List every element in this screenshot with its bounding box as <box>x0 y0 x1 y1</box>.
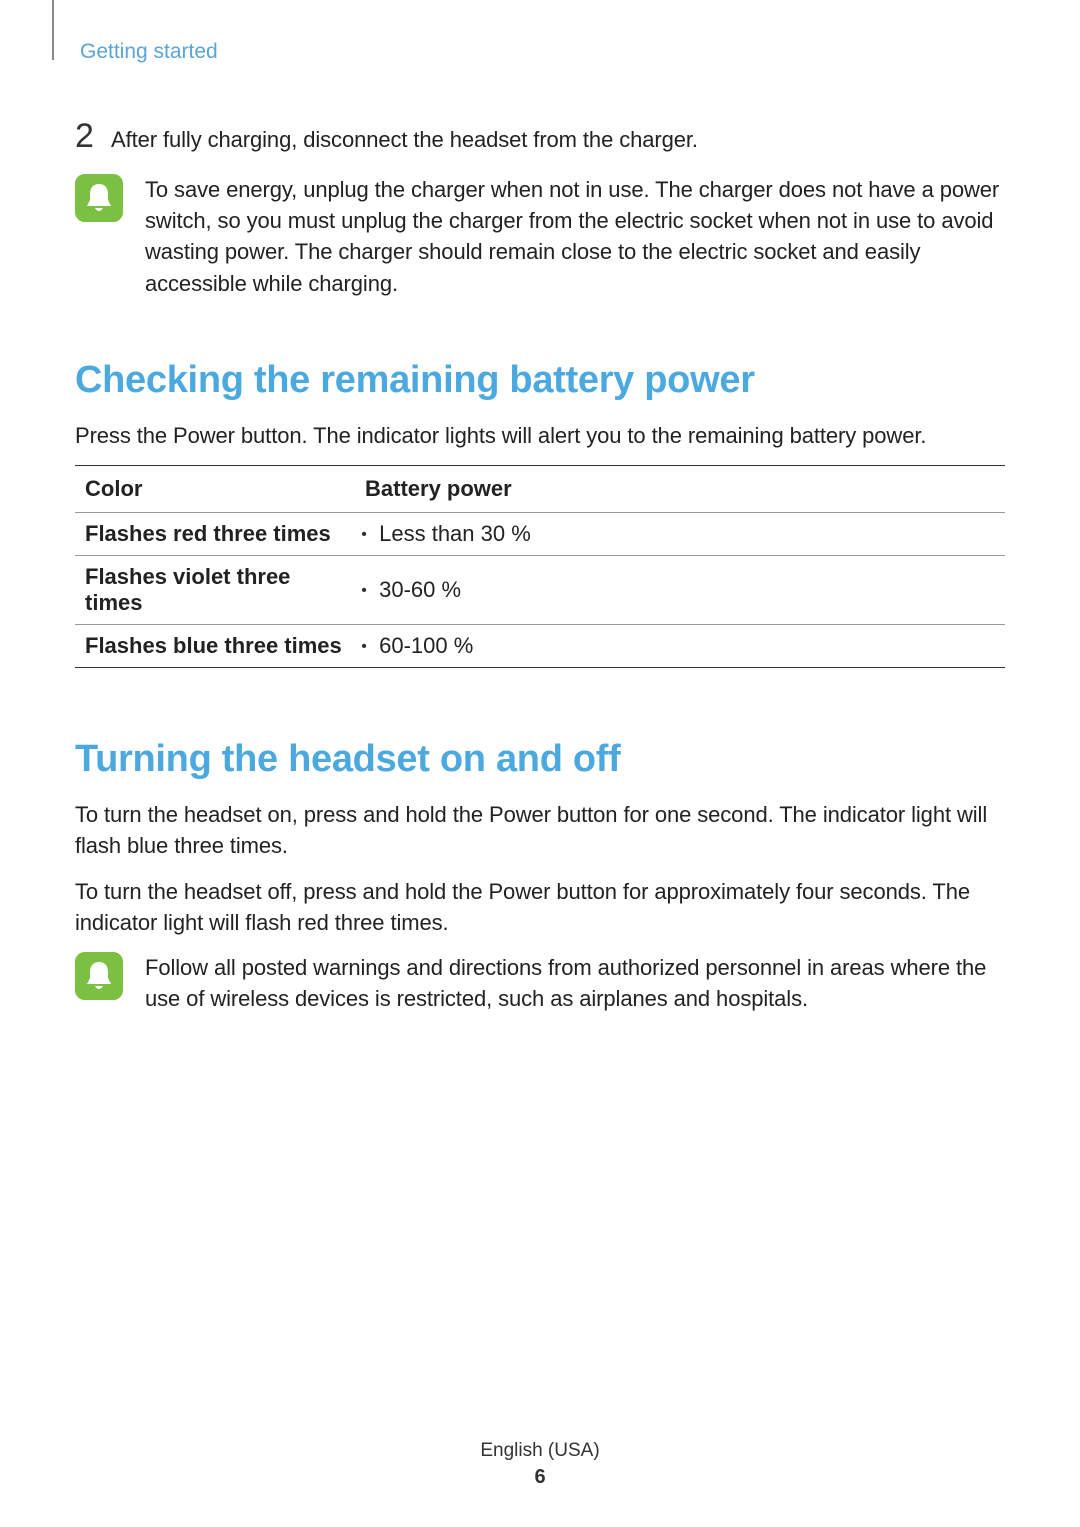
step-text: After fully charging, disconnect the hea… <box>111 123 698 156</box>
cell-battery-value: 60-100 % <box>379 633 473 658</box>
cell-battery: • 60-100 % <box>355 625 1005 668</box>
p-turn-off: To turn the headset off, press and hold … <box>75 876 1005 938</box>
cell-color: Flashes violet three times <box>75 556 355 625</box>
th-battery: Battery power <box>355 466 1005 513</box>
table-row: Flashes red three times • Less than 30 % <box>75 513 1005 556</box>
table-row: Flashes blue three times • 60-100 % <box>75 625 1005 668</box>
bell-icon <box>75 174 123 222</box>
th-color: Color <box>75 466 355 513</box>
cell-color: Flashes blue three times <box>75 625 355 668</box>
step-number: 2 <box>75 119 111 153</box>
table-row: Flashes violet three times • 30-60 % <box>75 556 1005 625</box>
heading-power: Turning the headset on and off <box>75 738 1005 781</box>
cell-color: Flashes red three times <box>75 513 355 556</box>
bell-icon <box>75 952 123 1000</box>
cell-battery: • 30-60 % <box>355 556 1005 625</box>
cell-battery-value: Less than 30 % <box>379 521 531 546</box>
footer-language: English (USA) <box>0 1440 1080 1462</box>
heading-battery: Checking the remaining battery power <box>75 359 1005 402</box>
intro-battery: Press the Power button. The indicator li… <box>75 420 1005 451</box>
note-block-warning: Follow all posted warnings and direction… <box>75 952 1005 1014</box>
note-text-warning: Follow all posted warnings and direction… <box>145 952 1005 1014</box>
footer-page-number: 6 <box>0 1466 1080 1489</box>
cell-battery-value: 30-60 % <box>379 577 461 602</box>
p-turn-on: To turn the headset on, press and hold t… <box>75 799 1005 861</box>
note-block-energy: To save energy, unplug the charger when … <box>75 174 1005 299</box>
page-content: Getting started 2 After fully charging, … <box>0 0 1080 1015</box>
breadcrumb: Getting started <box>80 40 1005 64</box>
note-text-energy: To save energy, unplug the charger when … <box>145 174 1005 299</box>
step-row: 2 After fully charging, disconnect the h… <box>75 119 1005 156</box>
battery-table: Color Battery power Flashes red three ti… <box>75 465 1005 668</box>
page-footer: English (USA) 6 <box>0 1440 1080 1489</box>
page-tab-mark <box>52 0 54 60</box>
cell-battery: • Less than 30 % <box>355 513 1005 556</box>
